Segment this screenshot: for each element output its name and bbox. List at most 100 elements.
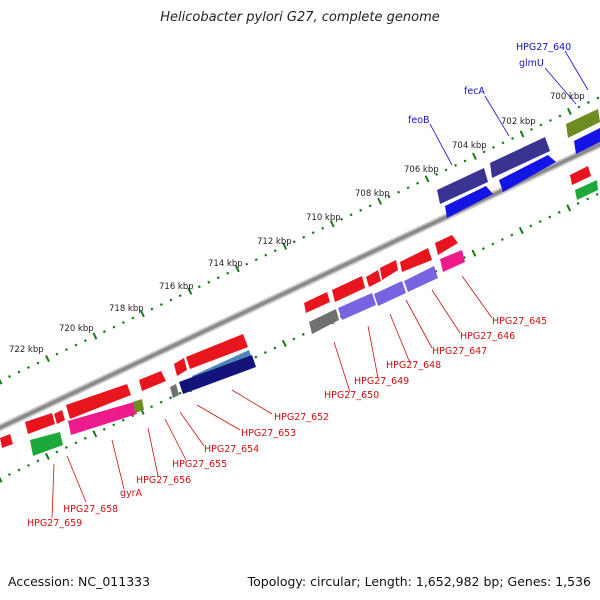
reverse-features <box>0 235 465 456</box>
gene-HPG27_645[interactable] <box>440 250 465 272</box>
minor-tick <box>539 123 543 127</box>
gene-red-a[interactable] <box>435 235 458 255</box>
label-glmU[interactable]: glmU <box>519 58 544 69</box>
tick-label-716: 716 kbp <box>159 282 194 292</box>
minor-tick <box>302 235 306 239</box>
label-HPG27_645[interactable]: HPG27_645 <box>492 316 547 327</box>
major-tick <box>45 354 50 363</box>
forward-features-lane2 <box>445 128 600 218</box>
gene-HPG27_658[interactable] <box>30 432 63 456</box>
major-tick <box>471 249 477 257</box>
label-HPG27_659[interactable]: HPG27_659 <box>27 518 82 529</box>
minor-tick <box>216 276 220 280</box>
label-HPG27_655[interactable]: HPG27_655 <box>172 459 227 470</box>
minor-tick <box>501 141 505 145</box>
minor-tick <box>169 396 173 400</box>
minor-tick <box>178 391 182 395</box>
label-gyrA[interactable]: gyrA <box>120 488 143 499</box>
minor-tick <box>112 423 116 427</box>
label-fecA[interactable]: fecA <box>464 86 485 97</box>
minor-tick <box>83 436 87 440</box>
gene-HPG27_653[interactable] <box>179 355 256 394</box>
major-tick <box>518 226 524 235</box>
label-HPG27_653[interactable]: HPG27_653 <box>241 428 296 439</box>
gene-feoB[interactable] <box>437 168 488 204</box>
label-HPG27_647[interactable]: HPG27_647 <box>432 346 487 357</box>
minor-tick <box>8 375 11 378</box>
label-HPG27_652[interactable]: HPG27_652 <box>274 412 329 423</box>
minor-tick <box>131 316 135 320</box>
minor-tick <box>538 220 542 223</box>
gene-HPG27_647[interactable] <box>374 281 406 306</box>
tick-label-712: 712 kbp <box>257 237 292 247</box>
major-tick <box>424 175 430 183</box>
label-HPG27_648[interactable]: HPG27_648 <box>386 360 441 371</box>
gene-blue-1[interactable] <box>574 128 600 154</box>
gene-red-f[interactable] <box>304 292 330 313</box>
minor-tick <box>292 240 296 244</box>
minor-tick <box>273 346 277 350</box>
major-tick <box>566 107 572 116</box>
label-feoB[interactable]: feoB <box>408 115 430 126</box>
minor-tick <box>121 418 125 422</box>
gene-HPG27_656[interactable] <box>133 399 144 413</box>
gene-red-k[interactable] <box>54 410 65 424</box>
minor-tick <box>26 366 30 369</box>
minor-tick <box>245 262 249 266</box>
gene-red-l[interactable] <box>25 413 55 434</box>
gene-glmU[interactable] <box>566 109 600 138</box>
gene-green-right[interactable] <box>575 180 598 200</box>
minor-tick <box>292 337 296 341</box>
gene-red-h[interactable] <box>174 358 187 376</box>
gene-red-g[interactable] <box>186 334 248 369</box>
minor-tick <box>8 473 11 476</box>
minor-tick <box>83 339 87 343</box>
gene-gyrA[interactable] <box>68 402 137 435</box>
minor-tick <box>65 348 68 351</box>
label-HPG27_640[interactable]: HPG27_640 <box>516 42 571 53</box>
minor-tick <box>226 271 230 275</box>
gene-red-e[interactable] <box>332 276 365 302</box>
gene-blue-2[interactable] <box>499 155 556 192</box>
label-HPG27_649[interactable]: HPG27_649 <box>354 376 409 387</box>
label-HPG27_658[interactable]: HPG27_658 <box>63 504 118 515</box>
genome-summary: Topology: circular; Length: 1,652,982 bp… <box>247 574 591 589</box>
minor-tick <box>596 96 600 100</box>
minor-tick <box>500 238 504 241</box>
gene-red-j[interactable] <box>66 384 131 419</box>
minor-tick <box>435 172 439 176</box>
gene-HPG27_655[interactable] <box>170 384 179 398</box>
label-HPG27_654[interactable]: HPG27_654 <box>204 444 259 455</box>
minor-tick <box>159 400 163 404</box>
gene-HPG27_648[interactable] <box>338 293 376 320</box>
gene-fecA[interactable] <box>490 137 550 178</box>
major-tick <box>44 452 50 461</box>
minor-tick <box>207 280 211 284</box>
minor-tick <box>112 325 116 329</box>
minor-tick <box>463 159 467 163</box>
label-HPG27_646[interactable]: HPG27_646 <box>460 331 515 342</box>
minor-tick <box>121 321 125 325</box>
major-tick <box>282 242 288 250</box>
minor-tick <box>340 217 344 221</box>
gene-red-i[interactable] <box>139 371 166 391</box>
minor-tick <box>444 168 448 172</box>
label-HPG27_650[interactable]: HPG27_650 <box>324 390 379 401</box>
gene-red-right[interactable] <box>570 166 591 185</box>
gene-HPG27_646[interactable] <box>404 266 438 292</box>
gene-red-b[interactable] <box>400 248 432 272</box>
gene-blue-3[interactable] <box>445 186 493 218</box>
scale-labels: 700 kbp 702 kbp 704 kbp 706 kbp 708 kbp … <box>9 92 585 355</box>
major-tick <box>329 220 335 228</box>
gene-red-c[interactable] <box>380 260 398 280</box>
gene-red-d[interactable] <box>366 270 381 287</box>
minor-tick <box>264 253 268 257</box>
gene-HPG27_659[interactable] <box>0 434 13 448</box>
minor-tick <box>595 192 599 196</box>
major-tick <box>234 265 240 273</box>
major-tick <box>92 430 98 438</box>
minor-tick <box>359 208 363 212</box>
minor-tick <box>74 441 78 445</box>
gene-HPG27_650[interactable] <box>309 309 339 334</box>
label-HPG27_656[interactable]: HPG27_656 <box>136 475 191 486</box>
